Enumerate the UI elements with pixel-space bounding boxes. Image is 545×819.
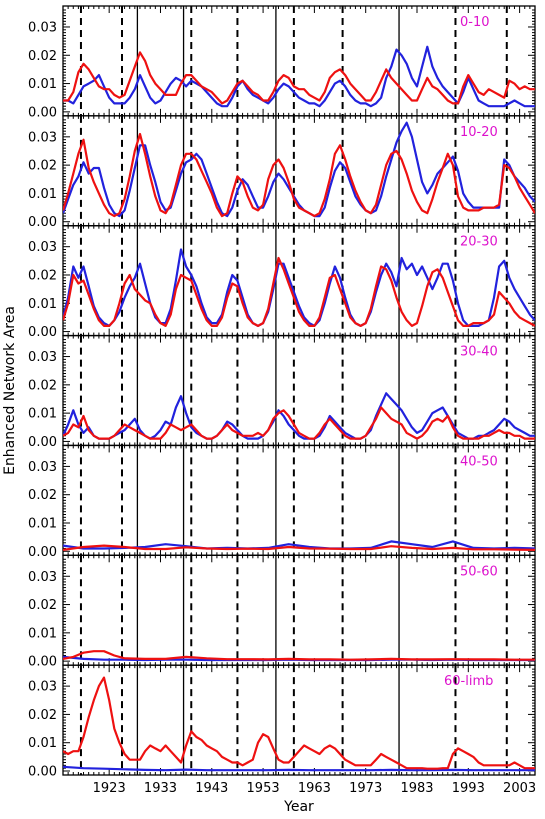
x-tick-label: 1963 [298, 781, 331, 796]
panel-label: 20-30 [460, 235, 498, 250]
y-tick-label: 0.02 [28, 159, 57, 174]
y-tick-label: 0.00 [28, 325, 57, 340]
panel-10-20: 0.00 0.01 0.02 0.03 10-20 [28, 115, 536, 230]
x-tick-label: 1983 [400, 781, 433, 796]
panel-0-10: 0.00 0.01 0.02 0.03 0-10 [28, 5, 536, 120]
x-tick-label: 1993 [452, 781, 485, 796]
y-tick-label: 0.00 [28, 765, 57, 780]
y-tick-label: 0.01 [28, 407, 57, 422]
blue-series-line [63, 765, 535, 772]
y-tick-label: 0.00 [28, 545, 57, 560]
panel-30-40: 0.00 0.01 0.02 0.03 30-40 [28, 334, 536, 450]
y-tick-label: 0.02 [28, 488, 57, 503]
y-tick-label: 0.01 [28, 297, 57, 312]
x-tick-label: 1953 [247, 781, 280, 796]
x-tick-label: 1923 [93, 781, 126, 796]
y-tick-label: 0.00 [28, 655, 57, 670]
blue-series-line [63, 392, 535, 440]
y-tick-label: 0.02 [28, 598, 57, 613]
y-tick-label: 0.02 [28, 268, 57, 283]
y-tick-label: 0.00 [28, 215, 57, 230]
y-tick-label: 0.02 [28, 708, 57, 723]
y-tick-label: 0.01 [28, 736, 57, 751]
panel-50-60: 0.00 0.01 0.02 0.03 50-60 [28, 554, 536, 670]
y-tick-label: 0.03 [28, 350, 57, 365]
panel-label: 30-40 [460, 345, 498, 360]
panel-60-limb: 0.00 0.01 0.02 0.03 60-limb [28, 664, 536, 780]
blue-series-line [63, 121, 535, 218]
y-tick-label: 0.01 [28, 187, 57, 202]
x-tick-label: 1973 [349, 781, 382, 796]
panel-40-50: 0.00 0.01 0.02 0.03 40-50 [28, 444, 536, 560]
panel-label: 40-50 [460, 454, 498, 469]
red-series-line [63, 676, 535, 770]
red-series-line [63, 132, 535, 218]
panel-label: 60-limb [444, 674, 493, 689]
panel-label: 10-20 [460, 125, 498, 140]
panel-label: 0-10 [460, 15, 490, 30]
red-series-line [63, 256, 535, 327]
x-tick-label: 1933 [144, 781, 177, 796]
blue-series-line [63, 45, 535, 108]
x-tick-label: 1943 [195, 781, 228, 796]
red-series-line [63, 650, 535, 661]
y-tick-label: 0.03 [28, 130, 57, 145]
y-tick-label: 0.01 [28, 626, 57, 641]
red-series-line [63, 544, 535, 551]
y-tick-label: 0.02 [28, 378, 57, 393]
y-tick-label: 0.03 [28, 240, 57, 255]
y-tick-label: 0.03 [28, 460, 57, 475]
panel-label: 50-60 [460, 564, 498, 579]
y-tick-label: 0.00 [28, 105, 57, 120]
y-tick-label: 0.03 [28, 20, 57, 35]
y-tick-label: 0.01 [28, 77, 57, 92]
chart-panels: 0.00 0.01 0.02 0.03 0-10 0.00 0.01 0.02 0.03 10-2… [28, 5, 536, 780]
blue-series-line [63, 540, 535, 550]
panel-20-30: 0.00 0.01 0.02 0.03 20-30 [28, 225, 536, 340]
red-series-line [63, 406, 535, 440]
y-tick-label: 0.03 [28, 680, 57, 695]
blue-series-line [63, 248, 535, 327]
red-series-line [63, 51, 535, 105]
y-tick-label: 0.03 [28, 570, 57, 585]
x-tick-labels: 1923 1933 1943 1953 1963 1973 1983 1993 2003 [93, 781, 537, 796]
y-axis-title: Enhanced Network Area [2, 306, 18, 475]
x-tick-label: 2003 [503, 781, 536, 796]
y-tick-label: 0.01 [28, 516, 57, 531]
y-tick-label: 0.00 [28, 435, 57, 450]
y-tick-label: 0.02 [28, 49, 57, 64]
x-axis-title: Year [283, 799, 314, 815]
